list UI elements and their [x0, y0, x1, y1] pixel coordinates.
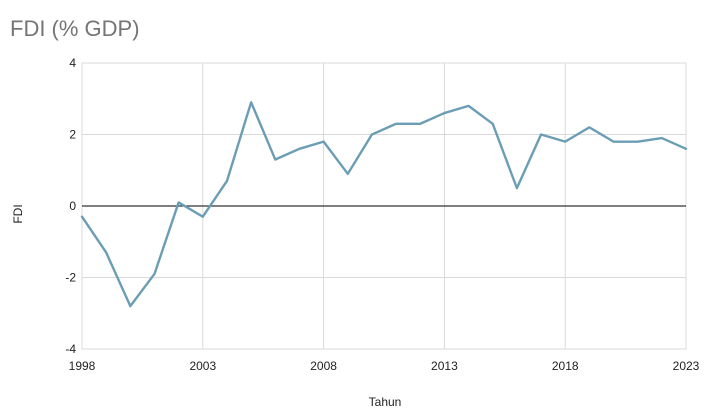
series-layer [80, 101, 688, 308]
y-tick-label-3: -2 [65, 271, 76, 285]
y-tick-label-2: 0 [69, 199, 76, 213]
x-tick-label-2003: 2003 [189, 359, 216, 373]
y-tick-label-4: -4 [65, 342, 76, 356]
x-tick-label-2008: 2008 [310, 359, 337, 373]
y-tick-label-0: 4 [69, 56, 76, 70]
tick-layer: 4 2 0 -2 -4 1998 2003 2008 2013 2018 2023 [65, 56, 699, 373]
y-axis-label: FDI [11, 204, 25, 223]
chart-title: FDI (% GDP) [10, 16, 140, 41]
x-tick-label-2013: 2013 [431, 359, 458, 373]
x-tick-label-2018: 2018 [552, 359, 579, 373]
x-tick-label-2023: 2023 [673, 359, 700, 373]
x-axis-label: Tahun [369, 395, 402, 409]
y-tick-label-1: 2 [69, 128, 76, 142]
series-line-0 [80, 101, 688, 308]
x-tick-label-1998: 1998 [69, 359, 96, 373]
